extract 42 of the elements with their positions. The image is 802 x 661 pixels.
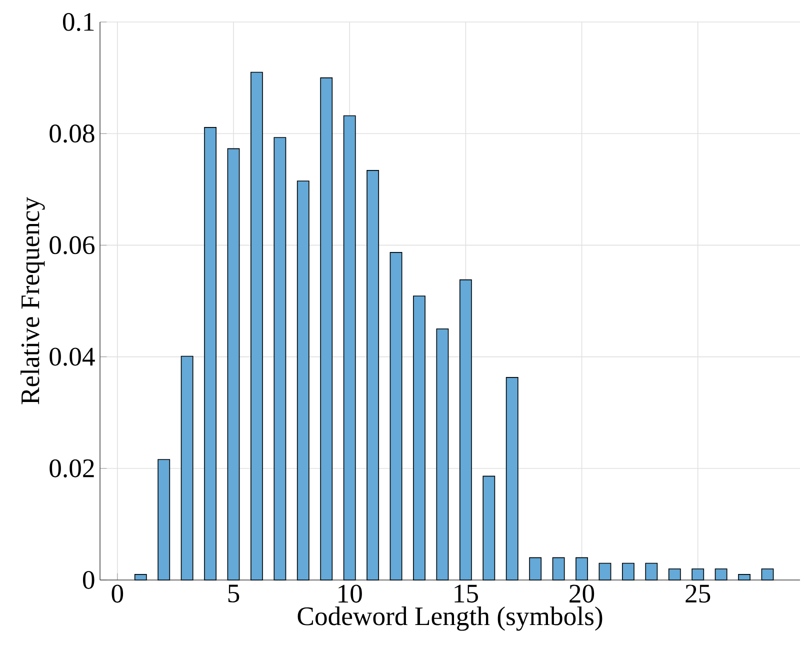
bar [645, 562, 658, 580]
x-tick-label: 10 [338, 584, 362, 603]
bar [366, 170, 380, 580]
x-tick-label: 5 [228, 584, 240, 602]
bar [692, 568, 704, 580]
x-tick-label: 20 [570, 584, 594, 603]
bar [204, 127, 216, 580]
bar [738, 574, 750, 580]
bar [274, 137, 286, 580]
y-tick-label: 0.06 [50, 236, 95, 254]
bar [158, 459, 170, 580]
y-tick-label: 0.1 [62, 12, 94, 32]
y-tick-label: 0 [82, 571, 94, 589]
bar [622, 562, 634, 580]
bar [552, 557, 565, 580]
bar [250, 72, 263, 580]
bar [436, 328, 449, 580]
bar [668, 568, 681, 580]
bar [134, 574, 147, 580]
bar [459, 279, 472, 580]
bar [343, 115, 356, 580]
bar [390, 252, 402, 580]
bar [576, 557, 588, 580]
x-tick-label: 25 [686, 584, 710, 603]
y-axis-title: Relative Frequency [20, 197, 45, 404]
bar [180, 356, 194, 580]
bar [529, 557, 542, 580]
bar [227, 148, 240, 580]
x-tick-label: 15 [454, 584, 478, 603]
x-tick-label: 0 [112, 584, 124, 603]
bar [296, 180, 310, 580]
bar [413, 296, 426, 580]
bar [506, 377, 518, 580]
bar [761, 568, 774, 580]
bar [714, 568, 728, 580]
x-axis-title: Codeword Length (symbols) [298, 606, 602, 631]
bar [320, 77, 333, 580]
bar [482, 476, 496, 580]
y-tick-label: 0.04 [50, 348, 95, 366]
y-tick-label: 0.08 [50, 124, 94, 143]
bar [598, 562, 612, 580]
y-tick-label: 0.02 [50, 459, 94, 478]
